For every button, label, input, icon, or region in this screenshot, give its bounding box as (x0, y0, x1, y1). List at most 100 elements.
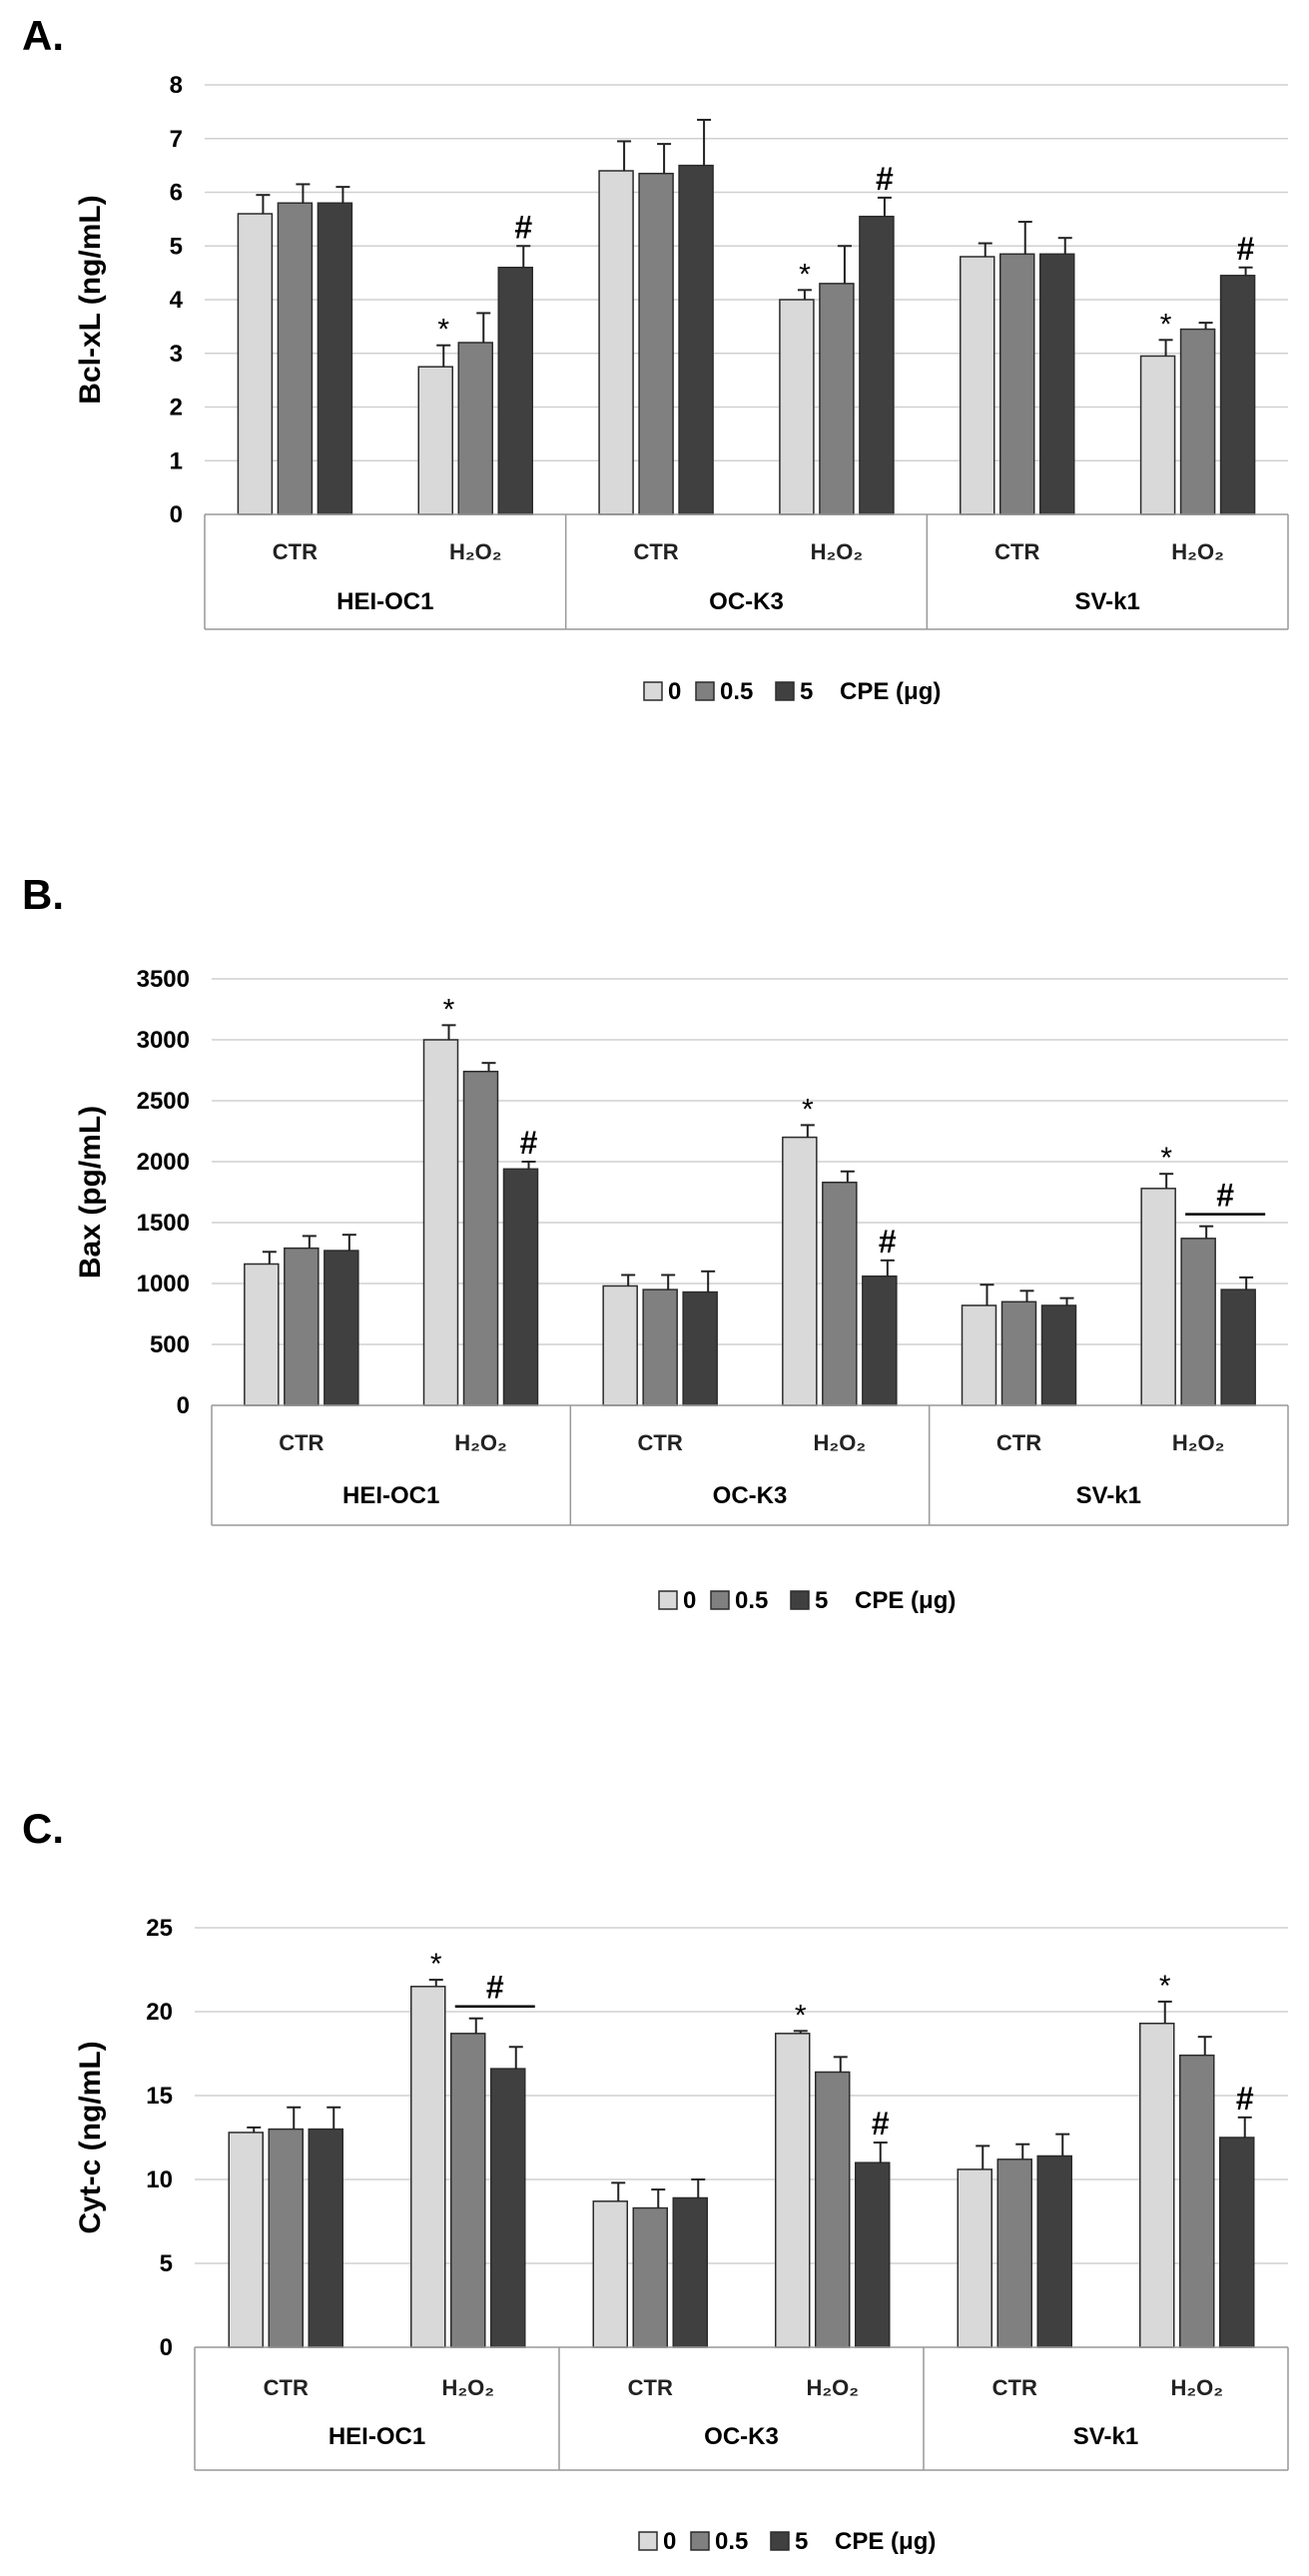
bar (815, 2071, 851, 2348)
legend-swatch (775, 681, 795, 701)
y-tick-label: 5 (160, 2250, 173, 2277)
y-tick-label: 20 (146, 1999, 173, 2026)
bar (284, 1247, 320, 1406)
x-category-label: CTR (628, 2375, 673, 2400)
panel-label: C. (22, 1805, 64, 1852)
legend: 0 0.5 5 CPE (μg) (638, 2528, 936, 2555)
panel-label: B. (22, 871, 64, 918)
bar (598, 170, 634, 515)
bar (1039, 253, 1075, 515)
bar (678, 164, 714, 515)
legend-entry: 0.5 (735, 1587, 768, 1614)
significance-marker: * (802, 1093, 814, 1126)
y-tick-label: 0 (160, 2334, 173, 2361)
bar (999, 253, 1035, 515)
legend-swatch (643, 681, 663, 701)
bar (996, 2158, 1032, 2348)
bar (502, 1168, 539, 1406)
bar (237, 213, 274, 515)
legend-unit-label: CPE (μg) (835, 2528, 936, 2555)
bar (1036, 2154, 1072, 2348)
y-tick-label: 500 (150, 1331, 190, 1358)
bar (1040, 1304, 1077, 1406)
y-tick-label: 2000 (137, 1149, 190, 1176)
bar (1219, 2137, 1255, 2348)
legend-entry: 0 (663, 2528, 676, 2555)
bar (961, 1304, 997, 1406)
x-category-label: H₂O₂ (449, 539, 502, 564)
bar (1180, 1238, 1216, 1406)
x-category-label: H₂O₂ (814, 1430, 867, 1455)
y-tick-label: 6 (170, 180, 183, 207)
x-category-label: CTR (638, 1430, 683, 1455)
x-group-label: SV-k1 (1074, 588, 1139, 615)
legend-swatch (770, 2531, 790, 2551)
y-axis-label: Cyt-c (ng/mL) (74, 2041, 107, 2233)
x-category-label: CTR (279, 1430, 324, 1455)
bar (602, 1285, 638, 1406)
y-tick-label: 1000 (137, 1271, 190, 1297)
chart-panel-a: A. Bcl-xL (ng/mL) 0 1 2 3 4 5 6 7 8 * # * # * # CTR H₂O₂ CT… (22, 12, 1289, 705)
bar (1139, 355, 1176, 515)
significance-marker: # (1236, 2081, 1254, 2117)
bar (457, 342, 493, 515)
bar (462, 1070, 499, 1406)
bar (244, 1263, 280, 1406)
significance-marker: * (443, 993, 455, 1026)
bar (308, 2128, 343, 2348)
significance-marker: * (799, 258, 811, 291)
legend-swatch (638, 2531, 658, 2551)
bar (960, 256, 995, 515)
chart-panel-c: C. Cyt-c (ng/mL) 0 5 10 15 20 25 * # * # * # CTR H₂O₂ CT… (22, 1805, 1289, 2555)
bar (268, 2128, 304, 2348)
bar (638, 172, 674, 515)
significance-marker: # (1216, 1178, 1234, 1214)
bar (672, 2196, 708, 2348)
legend-entry: 5 (800, 678, 813, 705)
significance-marker: * (1160, 1142, 1172, 1175)
bar (490, 2068, 526, 2348)
significance-marker: # (876, 161, 894, 197)
bar (642, 1288, 678, 1406)
legend-unit-label: CPE (μg) (840, 678, 941, 705)
significance-marker: # (520, 1125, 538, 1161)
x-category-label: H₂O₂ (806, 2375, 859, 2400)
bar (1139, 2023, 1175, 2348)
bar (1000, 1300, 1037, 1406)
bar (632, 2206, 668, 2348)
bar (228, 2132, 264, 2348)
significance-marker: * (430, 1948, 442, 1981)
bar (862, 1275, 898, 1406)
x-category-label: H₂O₂ (811, 539, 864, 564)
panel-label: A. (22, 12, 64, 59)
x-group-label: HEI-OC1 (342, 1482, 439, 1509)
x-group-label: SV-k1 (1076, 1482, 1141, 1509)
y-tick-label: 2500 (137, 1088, 190, 1115)
x-group-label: HEI-OC1 (328, 2423, 425, 2450)
legend-entry: 0 (683, 1587, 696, 1614)
chart-panel-b: B. Bax (pg/mL) 0 500 1000 1500 2000 2500 3000 350… (22, 871, 1289, 1614)
bar (819, 283, 855, 515)
legend-entry: 5 (795, 2528, 808, 2555)
significance-marker: * (795, 1999, 807, 2032)
legend-entry: 0.5 (720, 678, 753, 705)
x-group-label: OC-K3 (713, 1482, 788, 1509)
significance-marker: * (1159, 1970, 1171, 2003)
significance-marker: # (879, 1224, 897, 1260)
x-category-label: H₂O₂ (454, 1430, 507, 1455)
legend: 0 0.5 5 CPE (μg) (643, 678, 941, 705)
y-tick-label: 1500 (137, 1210, 190, 1237)
y-tick-label: 1 (170, 447, 183, 474)
legend-entry: 0.5 (715, 2528, 748, 2555)
x-category-label: H₂O₂ (441, 2375, 494, 2400)
bar (682, 1290, 718, 1406)
y-tick-label: 15 (146, 2083, 173, 2110)
legend-swatch (695, 681, 715, 701)
y-tick-label: 3000 (137, 1027, 190, 1054)
x-category-label: H₂O₂ (1172, 1430, 1225, 1455)
bar (779, 299, 815, 515)
x-group-label: SV-k1 (1073, 2423, 1138, 2450)
legend-swatch (790, 1590, 810, 1610)
y-axis-label: Bcl-xL (ng/mL) (74, 195, 107, 404)
bar (782, 1136, 818, 1406)
